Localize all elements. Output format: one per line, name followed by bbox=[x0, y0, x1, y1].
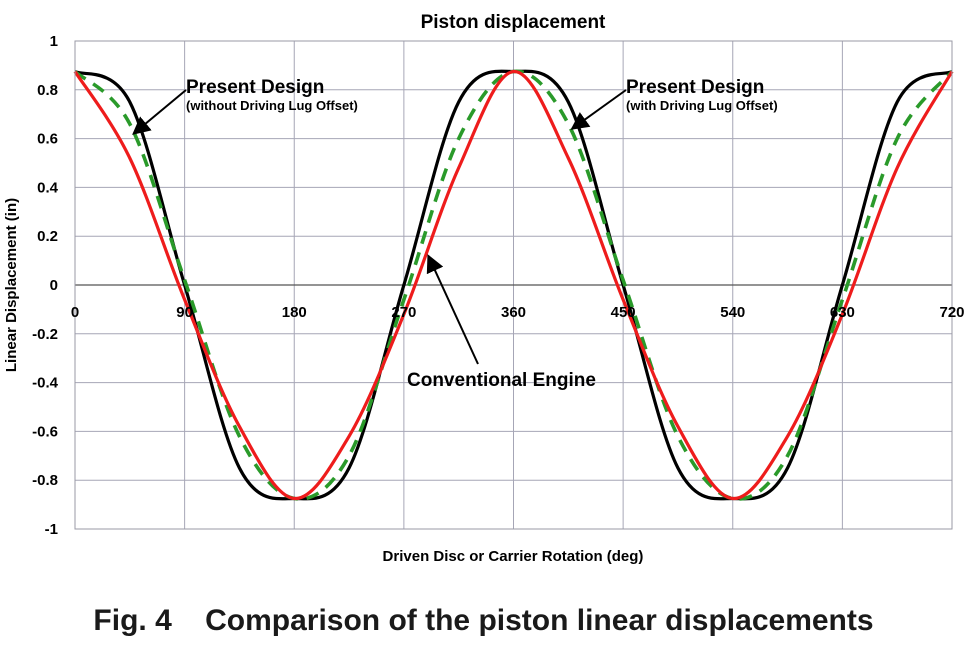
annotation-0: Present Design(without Driving Lug Offse… bbox=[132, 77, 358, 135]
series-line-2 bbox=[73, 69, 954, 501]
annotation-2: Conventional Engine bbox=[407, 254, 596, 391]
x-tick-label: 360 bbox=[501, 304, 526, 321]
annotations: Present Design(without Driving Lug Offse… bbox=[132, 77, 778, 391]
y-tick-label: -1 bbox=[45, 521, 58, 538]
x-tick-label: 270 bbox=[391, 304, 416, 321]
x-tick-label: 720 bbox=[939, 304, 964, 321]
annotation-subtitle: (without Driving Lug Offset) bbox=[186, 98, 358, 113]
x-tick-label: 540 bbox=[720, 304, 745, 321]
annotation-1: Present Design(with Driving Lug Offset) bbox=[570, 77, 778, 130]
y-tick-label: -0.6 bbox=[32, 423, 58, 440]
y-tick-label: 0.4 bbox=[37, 179, 59, 196]
tick-labels: 1 0.8 0.6 0.4 0.2 0 -0.2 -0.4 -0.6 -0.8 -1 0 90 180 27… bbox=[32, 33, 964, 538]
annotation-title: Present Design bbox=[186, 77, 324, 98]
x-tick-label: 90 bbox=[176, 304, 193, 321]
annotation-arrow bbox=[132, 89, 187, 135]
plot-frame bbox=[74, 40, 953, 530]
piston-displacement-chart: 1 0.8 0.6 0.4 0.2 0 -0.2 -0.4 -0.6 -0.8 -1 0 90 180 27… bbox=[3, 12, 965, 565]
y-tick-label: 0.6 bbox=[37, 131, 58, 148]
chart-title: Piston displacement bbox=[421, 12, 606, 33]
y-tick-label: -0.2 bbox=[32, 326, 58, 343]
x-tick-label: 450 bbox=[611, 304, 636, 321]
annotation-title: Present Design bbox=[626, 77, 764, 98]
y-tick-label: -0.8 bbox=[32, 472, 58, 489]
y-tick-label: -0.4 bbox=[32, 375, 59, 392]
x-tick-label: 180 bbox=[282, 304, 307, 321]
y-axis-label: Linear Displacement (in) bbox=[3, 198, 20, 372]
y-tick-label: 0.8 bbox=[37, 82, 58, 99]
y-tick-label: 1 bbox=[50, 33, 58, 50]
annotation-arrow bbox=[570, 89, 627, 130]
x-axis-label: Driven Disc or Carrier Rotation (deg) bbox=[383, 548, 644, 565]
y-tick-label: 0 bbox=[50, 277, 58, 294]
annotation-arrow bbox=[426, 254, 479, 365]
series-layer bbox=[73, 69, 954, 501]
x-tick-label: 0 bbox=[71, 304, 79, 321]
annotation-subtitle: (with Driving Lug Offset) bbox=[626, 98, 778, 113]
y-tick-label: 0.2 bbox=[37, 228, 58, 245]
annotation-title: Conventional Engine bbox=[407, 370, 596, 391]
figure-caption: Fig. 4 Comparison of the piston linear d… bbox=[93, 604, 874, 637]
x-tick-label: 630 bbox=[830, 304, 855, 321]
